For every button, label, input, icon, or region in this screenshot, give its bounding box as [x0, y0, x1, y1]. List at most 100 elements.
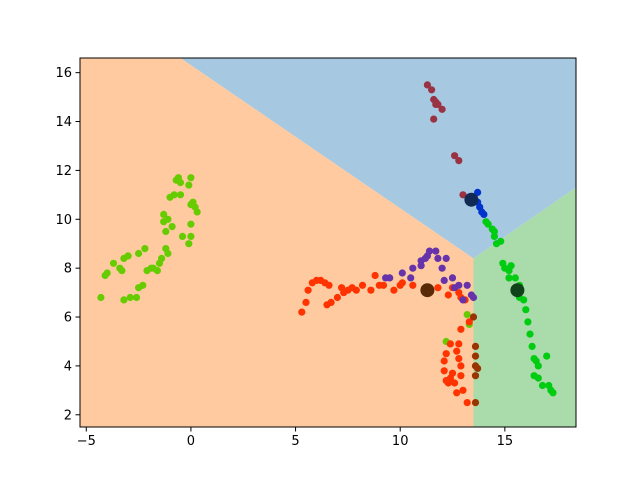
data-point-series-2	[442, 254, 450, 262]
data-point-series-1	[440, 357, 448, 365]
data-point-series-1	[457, 325, 465, 333]
y-tick-label: 6	[64, 311, 72, 326]
data-point-series-1	[358, 281, 367, 289]
data-point-series-2	[459, 296, 467, 304]
data-point-series-2	[434, 254, 442, 262]
data-point-series-1	[457, 372, 465, 380]
data-point-series-0	[162, 227, 170, 236]
data-point-series-1	[463, 399, 471, 407]
data-point-series-1	[304, 286, 312, 294]
data-point-series-4	[474, 188, 482, 196]
centroid-marker-1	[510, 283, 525, 298]
y-tick-label: 8	[64, 262, 72, 277]
y-tick-label: 16	[55, 66, 72, 81]
data-point-series-5	[534, 362, 542, 370]
data-point-series-0	[109, 259, 118, 267]
data-point-series-0	[168, 223, 176, 231]
data-point-series-1	[465, 318, 473, 326]
data-point-series-0	[97, 293, 105, 302]
y-tick-label: 12	[55, 164, 72, 179]
data-point-series-1	[302, 298, 310, 306]
data-point-series-0	[185, 240, 193, 248]
data-point-series-3	[430, 115, 438, 123]
data-point-series-5	[522, 306, 530, 314]
data-point-series-0	[178, 232, 187, 240]
data-point-series-1	[453, 389, 461, 397]
data-point-series-5	[497, 237, 505, 245]
data-point-series-5	[534, 374, 542, 382]
data-point-series-0	[176, 179, 185, 187]
data-point-series-2	[386, 274, 394, 282]
data-point-series-3	[428, 86, 436, 94]
data-point-series-2	[448, 274, 457, 282]
data-point-series-0	[193, 208, 201, 216]
data-point-series-0	[176, 191, 185, 199]
data-point-series-5	[511, 274, 519, 282]
data-point-series-5	[490, 232, 498, 240]
x-axis: −5 0 5 10 15	[77, 427, 513, 449]
data-point-series-6	[471, 399, 480, 407]
data-point-series-1	[390, 286, 398, 294]
data-point-series-0	[139, 281, 147, 289]
data-point-series-2	[432, 247, 440, 255]
data-point-series-1	[453, 347, 461, 355]
data-point-series-2	[438, 264, 446, 272]
data-point-series-1	[444, 291, 452, 299]
data-point-series-0	[158, 254, 166, 262]
data-point-series-2	[455, 281, 463, 289]
data-point-series-1	[446, 340, 454, 348]
data-point-series-0	[187, 232, 195, 240]
data-point-series-5	[524, 318, 532, 326]
data-point-series-0	[135, 249, 143, 258]
data-point-series-1	[455, 340, 463, 348]
data-point-series-5	[484, 220, 492, 228]
centroid-marker-0	[464, 192, 479, 207]
data-point-series-5	[549, 389, 557, 397]
centroid-marker-2	[420, 283, 435, 298]
data-point-series-0	[141, 245, 149, 253]
data-point-series-0	[463, 311, 471, 319]
data-point-series-3	[434, 100, 442, 108]
data-point-series-0	[132, 293, 141, 302]
data-point-series-0	[160, 210, 168, 218]
data-point-series-1	[379, 281, 388, 289]
data-point-series-2	[425, 247, 434, 255]
data-point-series-1	[457, 362, 465, 370]
plot-frame	[79, 57, 577, 428]
data-point-series-0	[164, 215, 172, 223]
data-point-series-1	[327, 298, 335, 306]
data-point-series-0	[118, 267, 126, 275]
data-point-series-2	[463, 281, 471, 289]
data-point-series-0	[187, 174, 195, 182]
data-point-series-5	[526, 330, 534, 338]
data-point-series-0	[185, 181, 193, 189]
data-point-series-3	[423, 81, 431, 89]
data-point-series-3	[438, 105, 446, 113]
data-point-series-0	[153, 267, 161, 275]
data-point-series-1	[352, 286, 360, 294]
data-point-series-2	[409, 264, 417, 272]
x-tick-label: 15	[497, 434, 514, 449]
data-point-series-2	[469, 293, 478, 302]
data-point-series-1	[451, 379, 459, 387]
data-point-series-1	[398, 279, 406, 287]
data-point-series-1	[333, 293, 341, 302]
decision-region-0	[80, 58, 474, 427]
data-point-series-1	[298, 308, 306, 316]
data-point-series-1	[455, 355, 463, 363]
data-point-series-0	[164, 249, 172, 258]
data-point-series-3	[451, 152, 459, 160]
data-point-series-1	[440, 367, 448, 375]
data-point-series-0	[187, 220, 195, 228]
data-point-series-5	[520, 296, 528, 304]
data-point-series-4	[480, 210, 488, 218]
data-point-series-6	[471, 342, 480, 350]
data-point-series-5	[528, 342, 536, 350]
data-point-series-0	[120, 296, 128, 304]
data-point-series-1	[367, 286, 375, 294]
data-point-series-1	[442, 350, 450, 358]
data-point-series-1	[434, 284, 442, 292]
data-point-series-3	[455, 157, 463, 165]
data-point-series-2	[398, 269, 406, 277]
